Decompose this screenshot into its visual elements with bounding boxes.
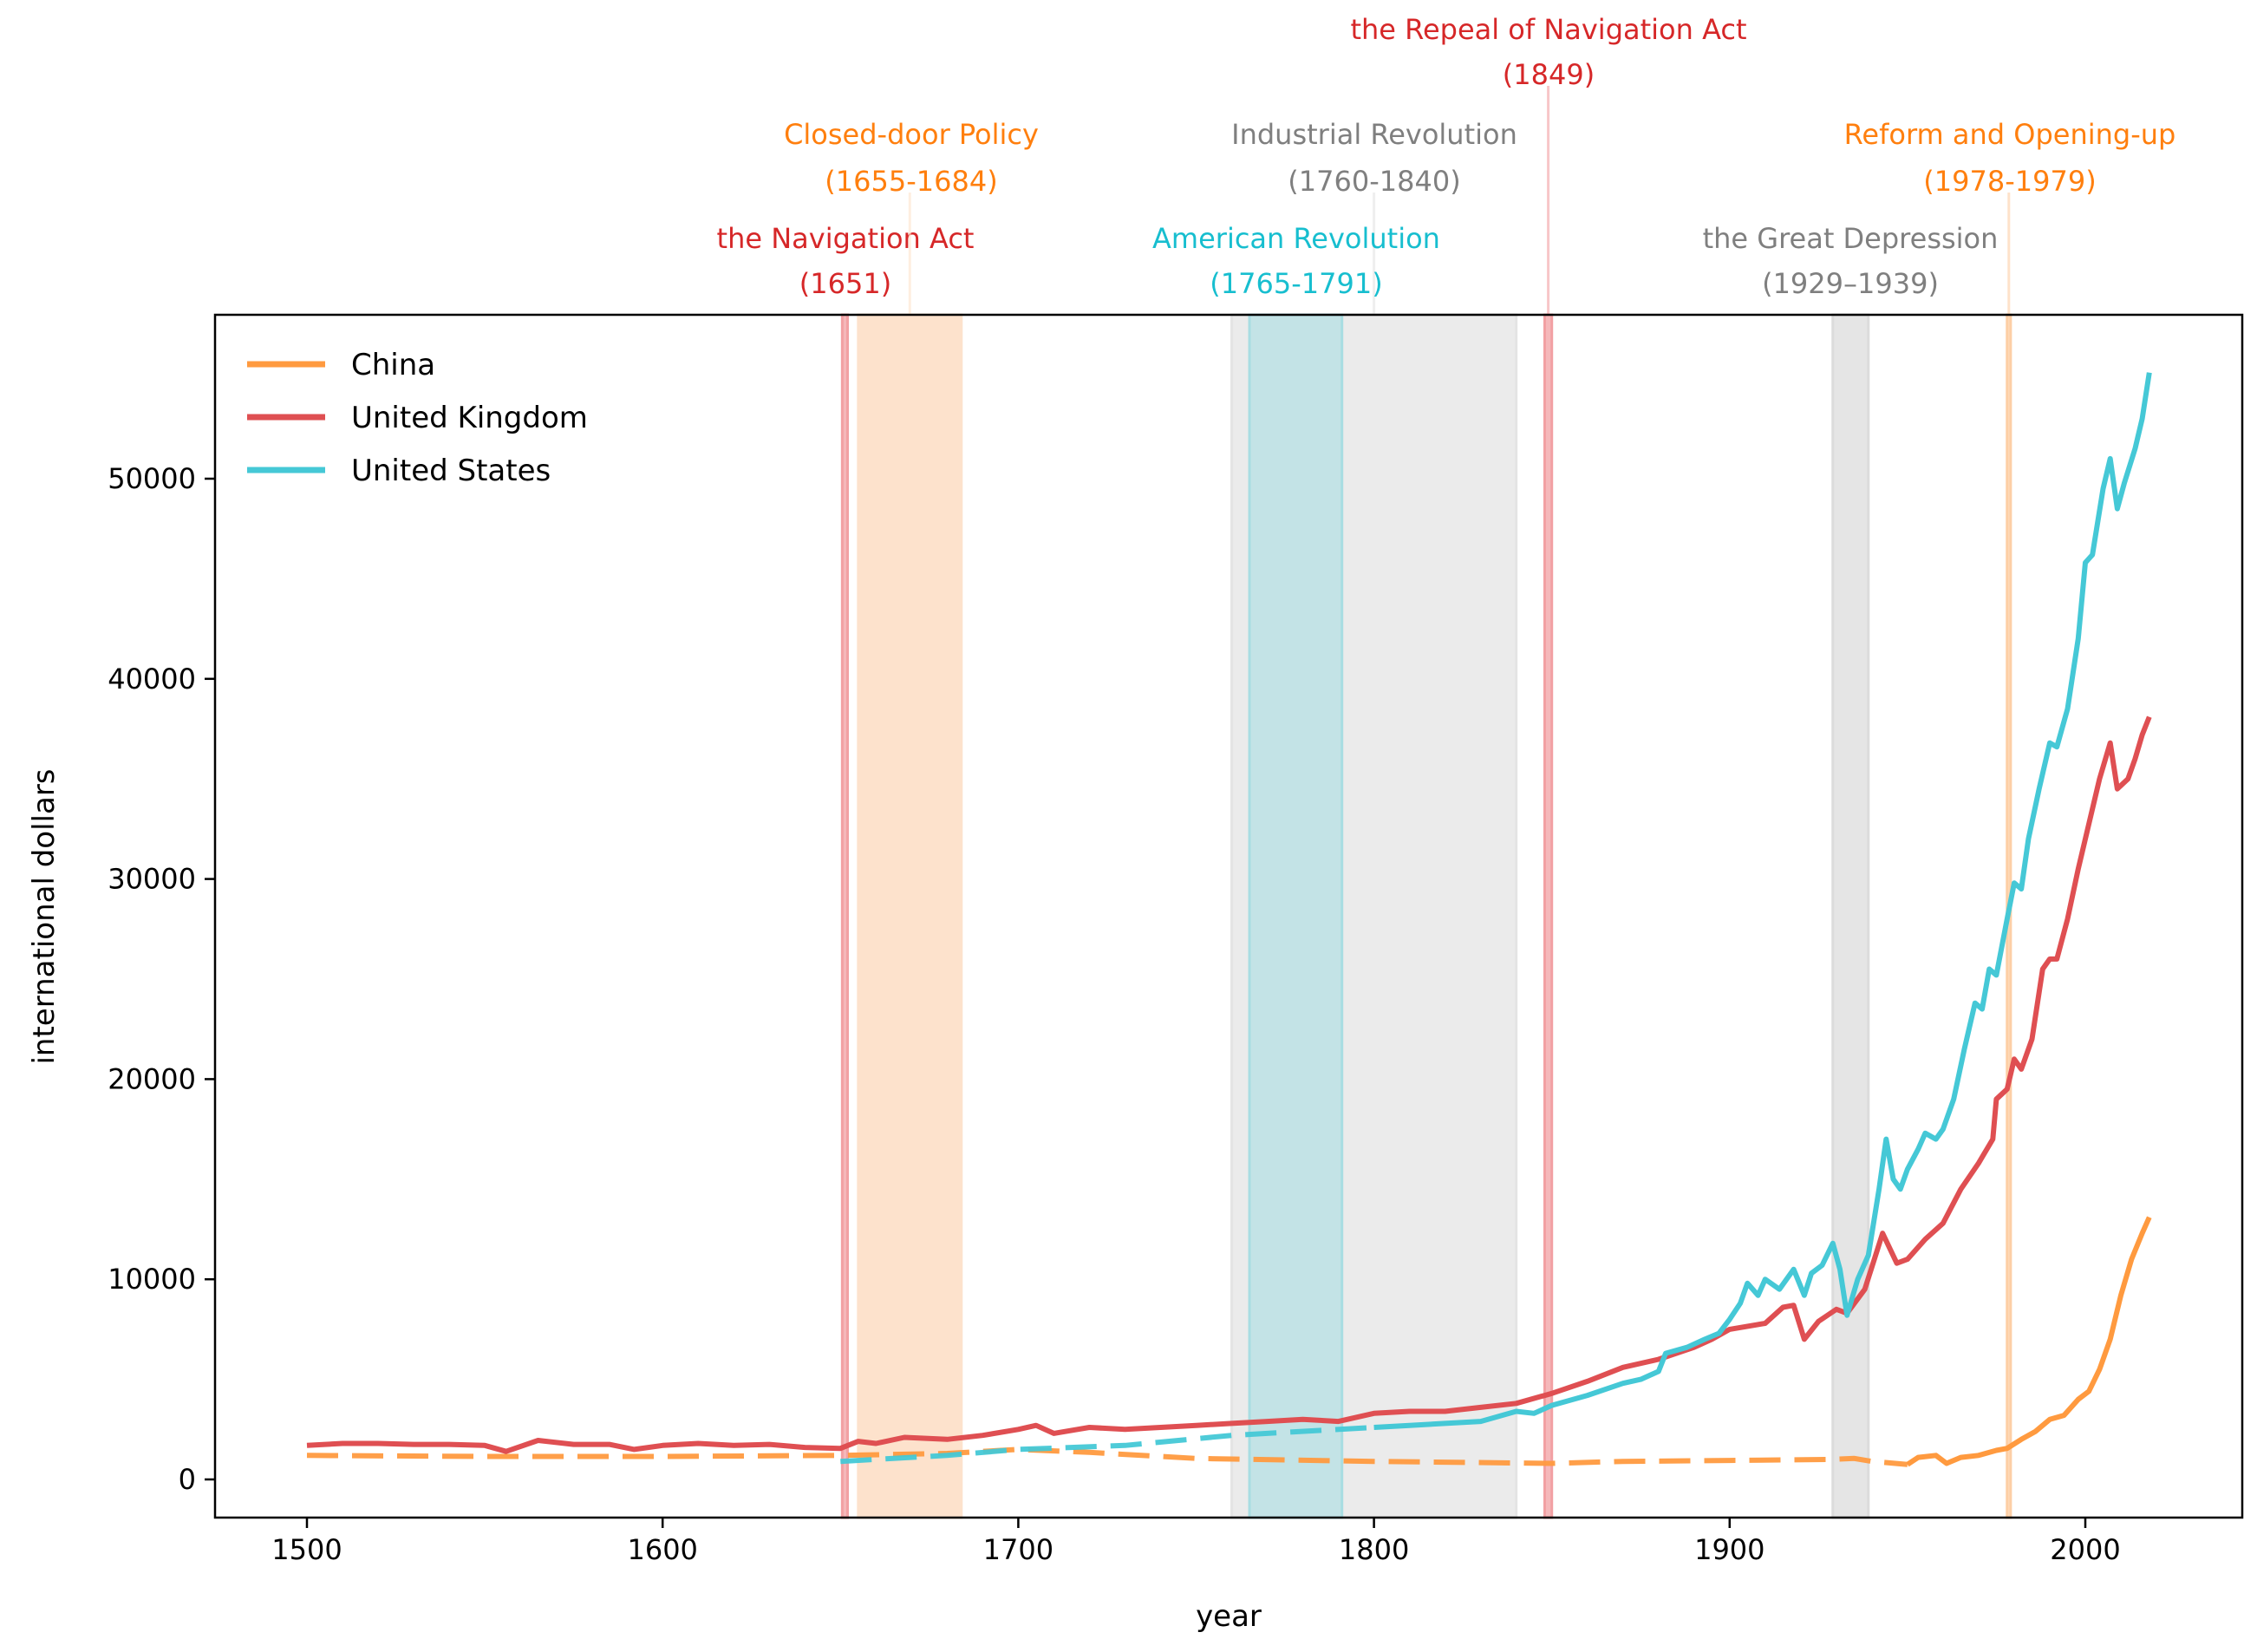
x-tick-label: 1800 bbox=[1339, 1533, 1409, 1566]
event-band bbox=[1543, 313, 1554, 1519]
y-tick-label: 0 bbox=[179, 1463, 196, 1496]
legend-label: United Kingdom bbox=[351, 401, 588, 435]
event-band bbox=[840, 313, 850, 1519]
event-years: (1849) bbox=[1503, 58, 1595, 91]
event-band bbox=[1831, 313, 1870, 1519]
event-label: Closed-door Policy bbox=[784, 118, 1039, 151]
event-band bbox=[857, 313, 963, 1519]
series-line-china-estimated bbox=[306, 1446, 1908, 1467]
event-annotations: the Navigation Act (1651) Closed-door Poli… bbox=[717, 13, 2176, 315]
x-tick-label: 1600 bbox=[627, 1533, 697, 1566]
x-tick-label: 1700 bbox=[983, 1533, 1053, 1566]
series-line-united-states-estimated bbox=[840, 1425, 1374, 1465]
y-tick-label: 50000 bbox=[108, 462, 196, 495]
legend: China United Kingdom United States bbox=[247, 348, 588, 488]
x-tick-label: 2000 bbox=[2050, 1533, 2120, 1566]
x-tick-label: 1500 bbox=[271, 1533, 342, 1566]
series-line-united-kingdom bbox=[306, 715, 2152, 1454]
legend-label: United States bbox=[351, 454, 551, 488]
x-axis-label: year bbox=[1196, 1599, 1262, 1634]
y-tick-label: 30000 bbox=[108, 863, 196, 896]
x-tick-label: 1900 bbox=[1694, 1533, 1765, 1566]
event-years: (1655-1684) bbox=[825, 165, 997, 198]
y-tick-label: 20000 bbox=[108, 1062, 196, 1095]
event-label: Industrial Revolution bbox=[1231, 118, 1517, 151]
event-band bbox=[1248, 313, 1344, 1519]
event-label: the Navigation Act bbox=[717, 222, 975, 255]
y-axis-label: international dollars bbox=[27, 768, 62, 1064]
series-lines bbox=[306, 372, 2152, 1467]
event-years: (1760-1840) bbox=[1288, 165, 1460, 198]
legend-label: China bbox=[351, 348, 435, 382]
event-label: Reform and Opening-up bbox=[1844, 118, 2176, 151]
event-years: (1765-1791) bbox=[1210, 267, 1382, 300]
y-tick-label: 10000 bbox=[108, 1263, 196, 1296]
plot-frame bbox=[213, 313, 2244, 1519]
event-years: (1651) bbox=[799, 267, 891, 300]
event-label: the Repeal of Navigation Act bbox=[1350, 13, 1746, 46]
event-years: (1978-1979) bbox=[1923, 165, 2096, 198]
x-axis: 1500 1600 1700 1800 1900 2000 bbox=[271, 1518, 2121, 1566]
y-axis: 0 10000 20000 30000 40000 50000 bbox=[108, 462, 215, 1496]
event-years: (1929–1939) bbox=[1762, 267, 1939, 300]
event-label: the Great Depression bbox=[1703, 222, 1999, 255]
event-label: American Revolution bbox=[1152, 222, 1440, 255]
series-line-china bbox=[1906, 1216, 2152, 1467]
y-tick-label: 40000 bbox=[108, 663, 196, 695]
series-line-united-states bbox=[1373, 372, 2152, 1430]
event-bands bbox=[840, 313, 2012, 1519]
